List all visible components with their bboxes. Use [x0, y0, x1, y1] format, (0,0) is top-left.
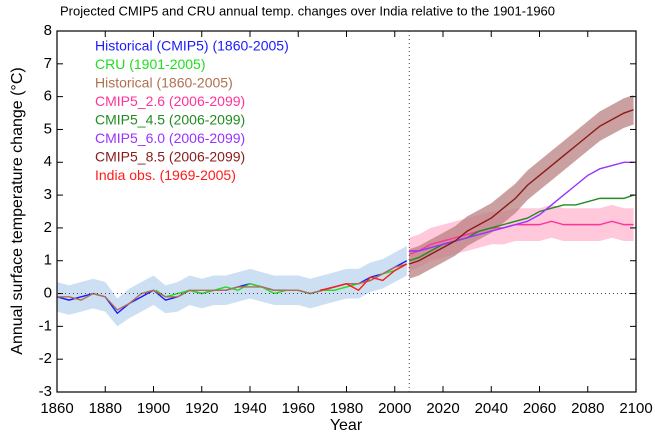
x-tick-label: 2020	[426, 400, 459, 417]
x-tick-label: 2080	[571, 400, 604, 417]
y-tick-label: 4	[44, 153, 52, 170]
x-tick-label: 1980	[330, 400, 363, 417]
legend-entry: CMIP5_8.5 (2006-2099)	[95, 149, 245, 165]
legend-entry: CRU (1901-2005)	[95, 56, 206, 72]
x-tick-label: 1960	[282, 400, 315, 417]
x-tick-label: 1940	[233, 400, 266, 417]
y-tick-label: 3	[44, 186, 52, 203]
y-tick-label: 0	[44, 285, 52, 302]
y-tick-label: 2	[44, 219, 52, 236]
y-tick-label: -1	[39, 317, 52, 334]
legend-entry: India obs. (1969-2005)	[95, 167, 236, 183]
legend-entry: CMIP5_6.0 (2006-2099)	[95, 130, 245, 146]
series-line	[408, 220, 634, 255]
x-axis-label: Year	[330, 417, 363, 434]
x-tick-label: 1920	[185, 400, 218, 417]
x-tick-label: 2060	[523, 400, 556, 417]
y-tick-label: 7	[44, 55, 52, 72]
uncertainty-band	[409, 94, 634, 279]
y-tick-label: 5	[44, 120, 52, 137]
x-tick-label: 2000	[378, 400, 411, 417]
series-line	[409, 161, 634, 252]
legend-entry: Historical (CMIP5) (1860-2005)	[95, 38, 289, 54]
y-tick-label: -2	[39, 350, 52, 367]
series-line	[319, 263, 408, 292]
y-tick-label: 1	[44, 252, 52, 269]
x-tick-label: 1880	[89, 400, 122, 417]
series-line	[57, 263, 407, 311]
legend-entry: CMIP5_4.5 (2006-2099)	[95, 112, 245, 128]
legend-entry: CMIP5_2.6 (2006-2099)	[95, 93, 245, 109]
x-tick-label: 2040	[475, 400, 508, 417]
series-line	[408, 109, 634, 265]
y-tick-label: -3	[39, 383, 52, 400]
chart-title: Projected CMIP5 and CRU annual temp. cha…	[60, 3, 555, 18]
y-tick-label: 8	[44, 22, 52, 39]
x-tick-label: 1860	[40, 400, 73, 417]
legend-entry: Historical (1860-2005)	[95, 75, 233, 91]
x-tick-label: 1900	[137, 400, 170, 417]
uncertainty-band	[57, 245, 407, 327]
x-tick-label: 2100	[619, 400, 652, 417]
y-axis-label: Annual surface temperature change (°C)	[9, 67, 26, 354]
y-tick-label: 6	[44, 88, 52, 105]
